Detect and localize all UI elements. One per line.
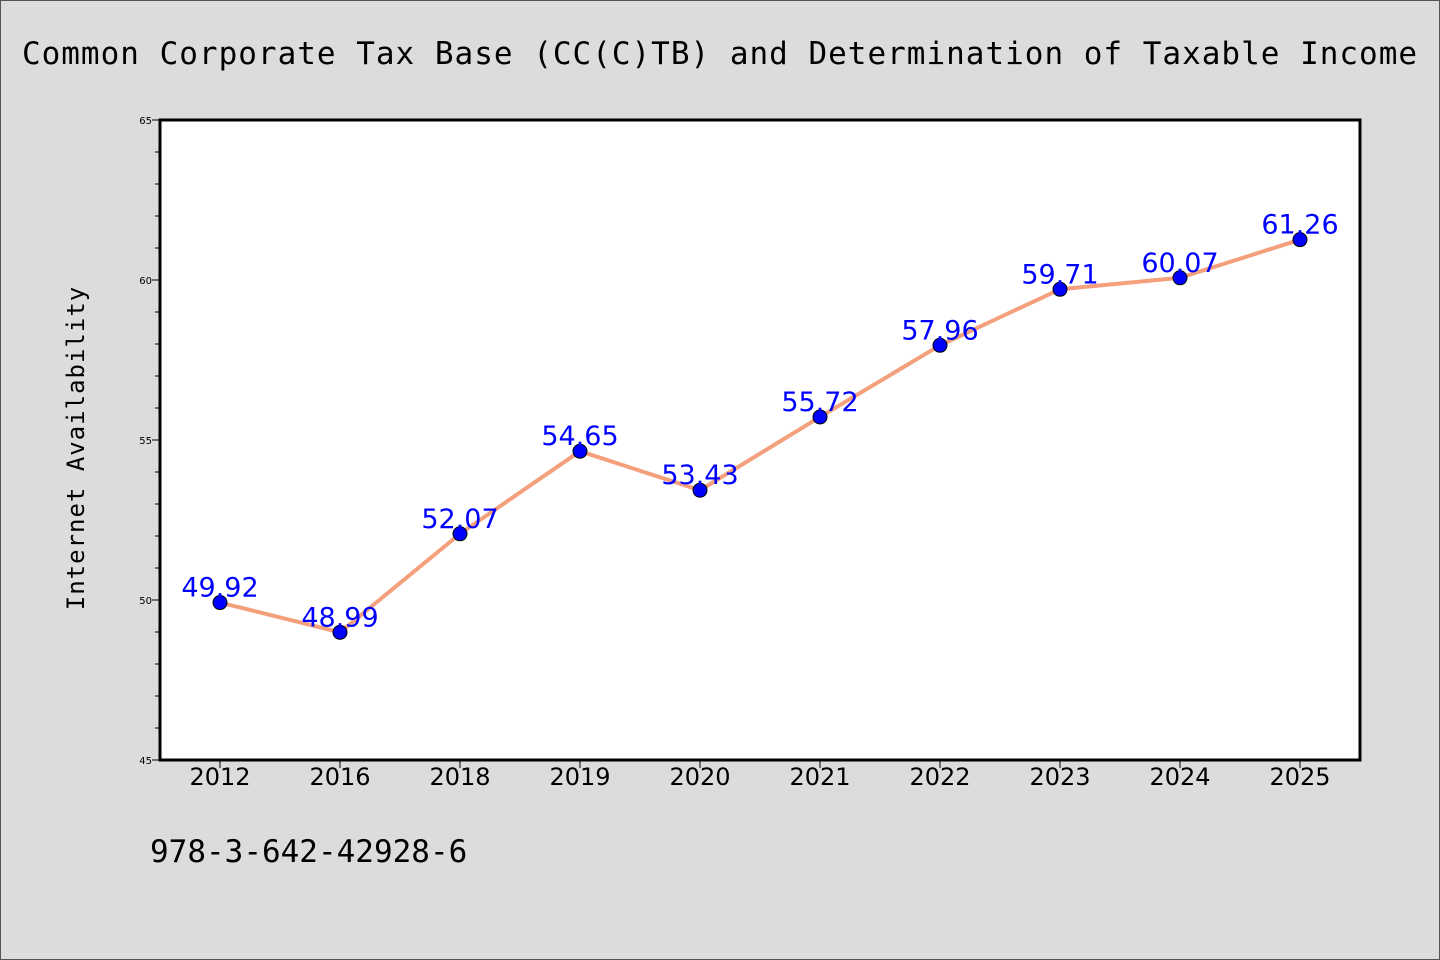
y-tick-label: 45 <box>139 756 152 767</box>
data-label: 55.72 <box>781 387 858 418</box>
x-tick-label: 2023 <box>1029 763 1090 791</box>
data-point <box>332 624 348 640</box>
data-label: 48.99 <box>301 602 378 633</box>
x-tick-label: 2025 <box>1269 763 1330 791</box>
data-label: 61.26 <box>1261 210 1338 241</box>
y-tick-label: 50 <box>139 596 152 607</box>
x-tick-label: 2020 <box>669 763 730 791</box>
data-label: 57.96 <box>901 315 978 346</box>
data-point <box>692 482 708 498</box>
y-tick-label: 65 <box>139 116 152 127</box>
footer-code: 978-3-642-42928-6 <box>150 834 468 870</box>
data-label: 60.07 <box>1141 248 1218 279</box>
data-point <box>1292 232 1308 248</box>
data-point <box>212 595 228 611</box>
x-tick-label: 2024 <box>1149 763 1210 791</box>
series-line <box>218 237 1302 635</box>
data-point <box>1172 270 1188 286</box>
data-point <box>1052 281 1068 297</box>
data-label: 52.07 <box>421 504 498 535</box>
data-label: 53.43 <box>661 460 738 491</box>
x-tick-label: 2022 <box>909 763 970 791</box>
data-point <box>812 409 828 425</box>
x-tick-label: 2019 <box>549 763 610 791</box>
y-axis-label: Internet Availability <box>62 286 90 610</box>
x-tick-label: 2021 <box>789 763 850 791</box>
data-label: 59.71 <box>1021 259 1098 290</box>
data-point <box>572 443 588 459</box>
chart-title: Common Corporate Tax Base (CC(C)TB) and … <box>21 36 1419 72</box>
data-point <box>932 337 948 353</box>
y-tick-label: 55 <box>139 436 152 447</box>
data-point <box>452 526 468 542</box>
x-tick-label: 2018 <box>429 763 490 791</box>
data-label: 49.92 <box>181 573 258 604</box>
data-label: 54.65 <box>541 421 618 452</box>
x-tick-label: 2012 <box>189 763 250 791</box>
plot-area <box>158 118 1362 762</box>
y-tick-label: 60 <box>139 276 152 287</box>
x-tick-label: 2016 <box>309 763 370 791</box>
